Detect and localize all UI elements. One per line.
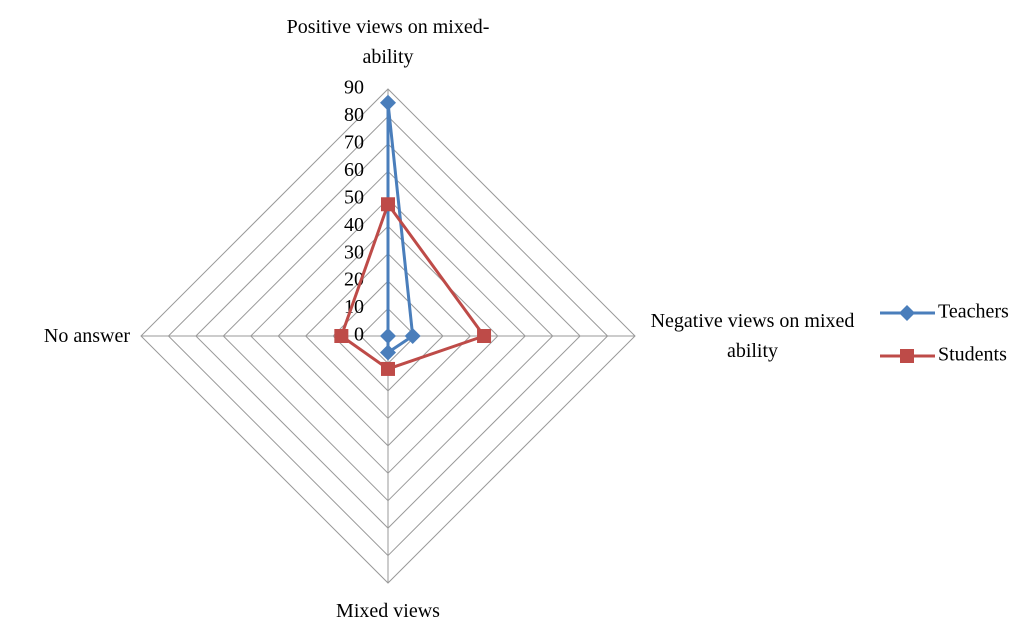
legend-label: Teachers [938,301,1009,323]
legend-marker [899,305,915,321]
r-tick-label: 30 [344,241,364,263]
category-label: No answer [43,325,130,347]
r-tick-label: 80 [344,104,364,126]
r-tick-label: 90 [344,77,364,99]
marker [381,197,395,212]
marker [380,94,396,111]
r-tick-label: 50 [344,186,364,208]
r-tick-label: 40 [344,214,364,236]
category-label: Positive views on mixed-ability [286,16,490,68]
r-tick-label: 70 [344,131,364,153]
r-tick-label: 60 [344,159,364,181]
marker [380,328,396,344]
marker [404,328,421,344]
category-label: Negative views on mixed ability [650,310,855,362]
marker [380,344,396,361]
legend-label: Students [938,344,1007,366]
marker [334,329,349,343]
category-label: Mixed views [336,600,440,622]
series-line [386,101,415,354]
legend-marker [900,349,914,363]
r-tick-label: 0 [354,324,364,346]
marker [381,361,395,376]
marker [477,329,492,343]
